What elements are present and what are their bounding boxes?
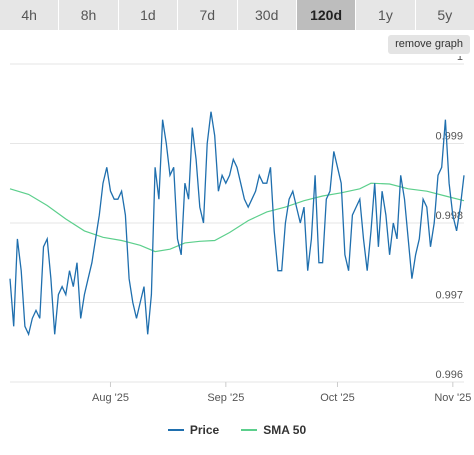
series-line-price [9, 111, 465, 337]
legend: Price SMA 50 [0, 420, 474, 440]
legend-item-price[interactable]: Price [167, 423, 220, 437]
tab-120d[interactable]: 120d [296, 0, 357, 30]
range-tabs: 4h 8h 1d 7d 30d 120d 1y 5y [0, 0, 474, 30]
tab-7d[interactable]: 7d [178, 0, 238, 30]
tab-4h[interactable]: 4h [0, 0, 60, 30]
legend-label-sma-50: SMA 50 [263, 423, 307, 437]
x-tick-label: Sep '25 [207, 392, 244, 404]
grid-lines [10, 63, 464, 383]
tab-30d[interactable]: 30d [237, 0, 297, 30]
legend-item-sma-50[interactable]: SMA 50 [241, 423, 306, 437]
y-tick-label: 0.997 [435, 290, 463, 302]
y-tick-label: 0.998 [435, 210, 463, 222]
legend-label-price: Price [189, 423, 220, 437]
y-axis-ticks: 1 0.999 0.998 0.997 0.996 [435, 56, 463, 381]
price-chart: 1 0.999 0.998 0.997 0.996 Aug '25 Sep '25 Oct … [9, 56, 471, 404]
series-line-sma-50 [9, 182, 465, 253]
tab-8h[interactable]: 8h [59, 0, 119, 30]
legend-swatch-price [167, 429, 184, 431]
legend-swatch-sma-50 [241, 429, 258, 431]
x-tick-label: Oct '25 [320, 392, 355, 404]
x-axis-ticks: Aug '25 Sep '25 Oct '25 Nov '25 [92, 382, 471, 404]
y-tick-label: 1 [457, 56, 463, 63]
tab-5y[interactable]: 5y [415, 0, 474, 30]
y-tick-label: 0.999 [435, 131, 463, 143]
remove-graph-button[interactable]: remove graph [388, 35, 470, 54]
x-tick-label: Nov '25 [434, 392, 471, 404]
tab-1d[interactable]: 1d [118, 0, 179, 30]
x-tick-label: Aug '25 [92, 392, 129, 404]
tab-1y[interactable]: 1y [356, 0, 416, 30]
y-tick-label: 0.996 [435, 369, 463, 381]
